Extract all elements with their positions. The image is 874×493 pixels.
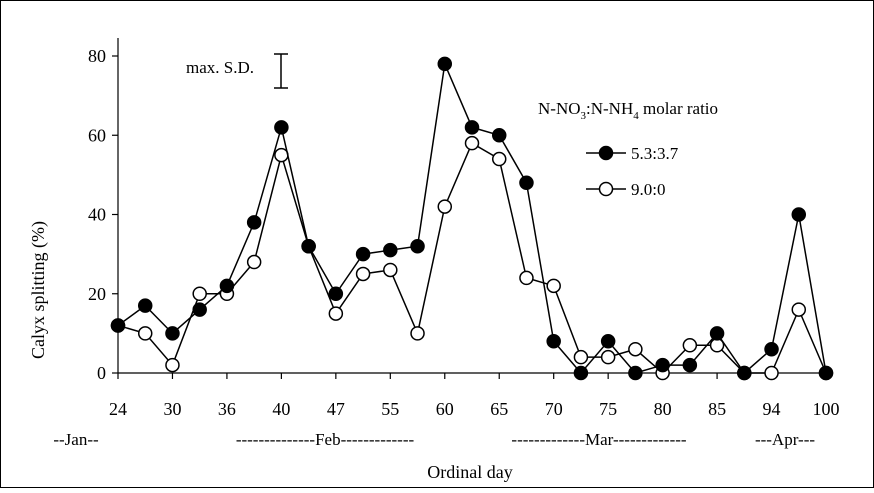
x-tick-label: 60 xyxy=(436,399,454,419)
data-point-filled xyxy=(519,175,534,191)
axes: 0 20 40 60 80 24 30 36 40 47 55 60 65 70 75 80 85 94 100 --… xyxy=(53,38,840,449)
legend-marker-filled xyxy=(598,145,614,161)
x-tick-label: 47 xyxy=(327,399,345,419)
month-label: -------------Mar------------- xyxy=(511,430,687,449)
x-axis-label: Ordinal day xyxy=(427,462,512,482)
data-point-open xyxy=(519,270,534,286)
data-point-open xyxy=(464,135,480,151)
data-point-open xyxy=(246,254,262,270)
data-point-open xyxy=(600,349,616,365)
data-point-filled xyxy=(274,120,289,135)
data-point-open xyxy=(546,278,561,294)
y-tick-label: 0 xyxy=(97,363,106,383)
month-label: ---Apr--- xyxy=(755,430,815,449)
legend-marker-open xyxy=(598,181,614,197)
legend-label-5-3-3-7: 5.3:3.7 xyxy=(631,144,679,163)
data-point-open xyxy=(192,286,207,301)
data-point-filled xyxy=(165,326,180,341)
data-point-open xyxy=(764,365,779,381)
sd-error-bar xyxy=(274,53,288,89)
legend-label-9-0-0: 9.0:0 xyxy=(631,180,665,199)
data-point-open xyxy=(628,341,643,357)
x-tick-label: 100 xyxy=(813,399,840,419)
x-tick-label: 30 xyxy=(163,399,181,419)
data-point-filled xyxy=(110,318,126,333)
data-point-open xyxy=(165,357,180,373)
data-point-filled xyxy=(737,365,752,381)
x-tick-label: 40 xyxy=(272,399,290,419)
data-point-filled xyxy=(791,207,807,222)
data-point-open xyxy=(573,349,589,365)
data-point-open xyxy=(410,326,425,341)
data-point-open xyxy=(437,199,453,214)
data-point-filled xyxy=(437,56,453,72)
data-point-filled xyxy=(573,365,589,381)
data-point-filled xyxy=(818,365,834,381)
data-point-filled xyxy=(655,357,670,373)
x-tick-label: 85 xyxy=(708,399,726,419)
data-point-filled xyxy=(764,341,779,357)
data-point-filled xyxy=(628,365,643,381)
x-tick-label: 94 xyxy=(763,399,781,419)
y-axis-label: Calyx splitting (%) xyxy=(28,221,49,359)
data-point-open xyxy=(137,326,153,341)
x-tick-label: 75 xyxy=(599,399,617,419)
data-point-filled xyxy=(355,246,371,262)
data-point-filled xyxy=(491,128,507,143)
data-point-open xyxy=(791,302,807,317)
data-point-open xyxy=(682,338,698,353)
month-label: --Jan-- xyxy=(53,430,99,449)
data-point-open xyxy=(383,262,398,278)
data-point-filled xyxy=(137,298,153,313)
data-point-filled xyxy=(464,120,480,135)
y-tick-label: 20 xyxy=(88,284,106,304)
data-point-filled xyxy=(328,286,344,301)
data-point-filled xyxy=(709,326,725,341)
y-tick-label: 80 xyxy=(88,46,106,66)
legend-entry-5-3-3-7: 5.3:3.7 xyxy=(586,144,679,163)
x-tick-label: 55 xyxy=(381,399,399,419)
data-point-filled xyxy=(600,334,616,349)
data-point-filled xyxy=(192,302,207,317)
data-point-open xyxy=(328,306,344,321)
data-point-filled xyxy=(410,238,425,254)
y-tick-label: 40 xyxy=(88,205,106,225)
x-tick-label: 80 xyxy=(654,399,672,419)
series-5-3-3-7 xyxy=(110,56,834,381)
data-point-filled xyxy=(383,242,398,258)
month-label: --------------Feb------------- xyxy=(236,430,415,449)
data-point-filled xyxy=(546,334,561,349)
data-point-filled xyxy=(246,215,262,230)
data-point-open xyxy=(491,151,507,167)
series-layer xyxy=(110,56,834,381)
x-tick-label: 24 xyxy=(109,399,127,419)
data-point-filled xyxy=(219,278,235,294)
data-point-open xyxy=(355,266,371,282)
data-point-filled xyxy=(682,357,698,373)
series-line xyxy=(117,61,827,375)
x-tick-label: 36 xyxy=(218,399,236,419)
legend-entry-9-0-0: 9.0:0 xyxy=(586,180,665,199)
y-tick-label: 60 xyxy=(88,125,106,145)
x-tick-label: 65 xyxy=(490,399,508,419)
legend-title: N-NO3:N-NH4 molar ratio xyxy=(538,99,718,122)
x-tick-label: 70 xyxy=(545,399,563,419)
data-point-filled xyxy=(301,238,316,254)
sd-label: max. S.D. xyxy=(186,58,254,77)
